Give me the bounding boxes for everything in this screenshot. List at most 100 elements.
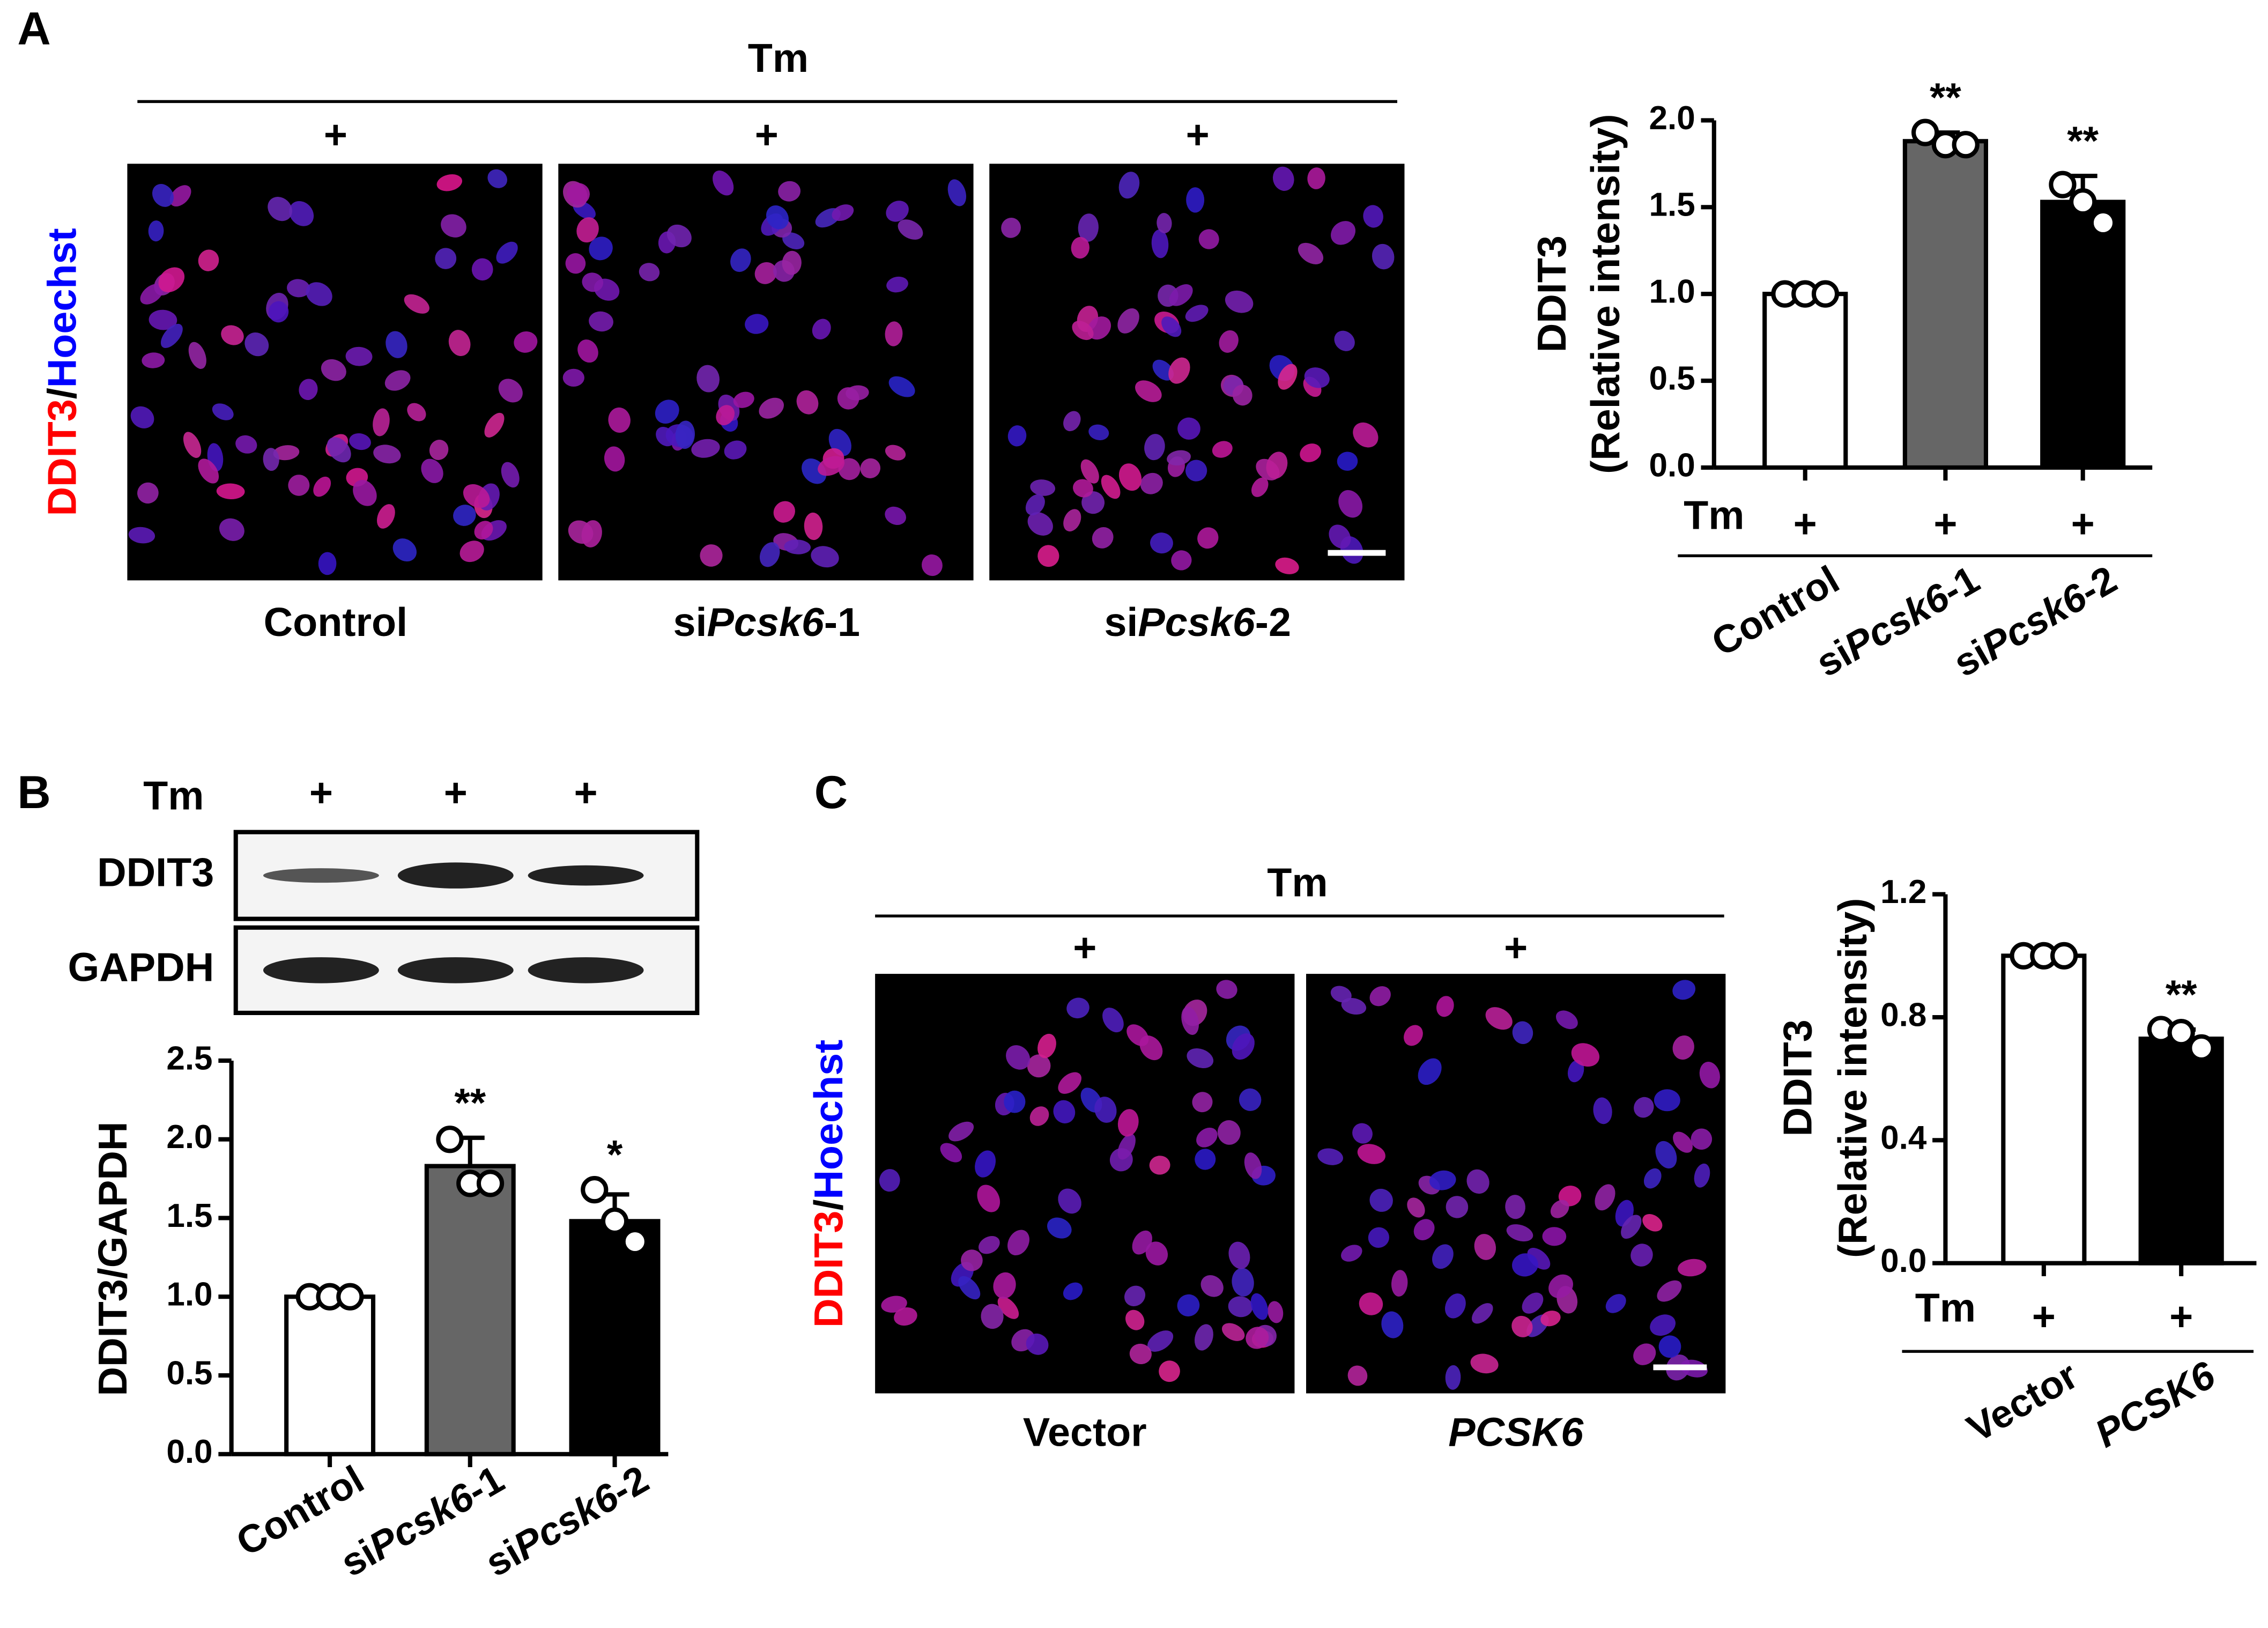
treatment-mark: + xyxy=(444,771,468,816)
stain-part: DDIT3 xyxy=(40,399,85,516)
nucleus xyxy=(1357,1144,1385,1164)
nucleus xyxy=(1102,1008,1124,1033)
nucleus xyxy=(700,544,723,567)
nucleus xyxy=(562,368,584,387)
nucleus xyxy=(1181,1007,1199,1035)
nucleus xyxy=(1219,330,1239,353)
nucleus xyxy=(1432,1244,1454,1269)
nucleus xyxy=(1278,364,1298,390)
treatment-label: Tm xyxy=(1267,860,1328,905)
nucleus xyxy=(318,552,337,575)
nucleus xyxy=(961,1249,983,1271)
nucleus xyxy=(639,263,660,282)
nucleus xyxy=(373,408,390,436)
nucleus xyxy=(993,1272,1016,1299)
nucleus xyxy=(948,1121,974,1142)
nucleus xyxy=(589,236,613,261)
nucleus xyxy=(784,539,811,554)
nucleus xyxy=(1118,172,1140,199)
nucleus xyxy=(299,379,318,401)
nucleus xyxy=(716,405,735,426)
nucleus xyxy=(289,201,314,226)
nucleus xyxy=(1567,1060,1584,1083)
treatment-mark: + xyxy=(324,113,347,158)
nucleus xyxy=(1088,424,1109,440)
y-axis-label: DDIT3/GAPDH xyxy=(91,1122,136,1396)
nucleus xyxy=(288,475,310,496)
data-point xyxy=(476,1170,505,1197)
nucleus xyxy=(811,546,839,568)
nucleus xyxy=(1359,1292,1383,1315)
nucleus xyxy=(1026,1333,1049,1355)
nucleus xyxy=(1338,490,1363,518)
blot-band xyxy=(263,957,379,983)
nucleus xyxy=(1027,1054,1051,1078)
nucleus xyxy=(885,321,903,346)
nucleus xyxy=(1658,1335,1681,1358)
data-point xyxy=(2089,209,2117,237)
nucleus xyxy=(832,204,854,221)
nucleus xyxy=(1195,1149,1216,1170)
nucleus xyxy=(675,420,695,449)
nucleus xyxy=(198,249,219,271)
bar xyxy=(424,1164,516,1456)
nucleus xyxy=(221,325,244,345)
bar xyxy=(2040,199,2126,470)
nucleus xyxy=(273,445,300,461)
nucleus xyxy=(1221,1323,1245,1341)
nucleus xyxy=(1369,1188,1393,1212)
nucleus xyxy=(1200,1275,1224,1297)
nucleus xyxy=(730,248,751,272)
nucleus xyxy=(1004,1090,1026,1113)
nucleus xyxy=(922,554,943,576)
treatment-mark: + xyxy=(1504,926,1528,971)
nucleus xyxy=(1216,980,1237,999)
nucleus xyxy=(1672,1035,1694,1060)
nucleus xyxy=(160,323,183,349)
nucleus xyxy=(1063,1282,1083,1300)
image-caption: siPcsk6-2 xyxy=(1104,600,1291,645)
nucleus xyxy=(1368,1227,1389,1248)
blot-band xyxy=(528,957,644,983)
nucleus xyxy=(1633,1343,1656,1365)
nucleus xyxy=(1140,472,1163,494)
nucleus xyxy=(782,232,805,249)
nucleus xyxy=(1643,1168,1662,1189)
nucleus xyxy=(1063,509,1081,532)
nucleus xyxy=(1266,452,1288,479)
significance: * xyxy=(607,1133,623,1178)
treatment-mark: + xyxy=(309,771,333,816)
data-point xyxy=(2188,1034,2215,1062)
nucleus xyxy=(1605,1294,1626,1313)
nucleus xyxy=(384,370,411,391)
nucleus xyxy=(881,1296,907,1313)
y-tick-label: 0.4 xyxy=(1880,1120,1927,1157)
data-point xyxy=(436,1126,464,1153)
nucleus xyxy=(1337,452,1358,471)
nucleus xyxy=(1381,1311,1404,1338)
nucleus xyxy=(1446,1196,1469,1218)
data-point xyxy=(1811,280,1840,308)
nucleus xyxy=(1334,330,1355,351)
nucleus xyxy=(846,385,869,401)
nucleus xyxy=(1300,443,1321,462)
stain-part: Hoechst xyxy=(806,1040,851,1200)
data-point xyxy=(1952,131,1980,159)
data-point xyxy=(336,1283,364,1311)
nucleus xyxy=(268,301,289,323)
nucleus xyxy=(666,224,692,248)
nucleus xyxy=(373,445,401,464)
y-tick-label: 2.0 xyxy=(1649,100,1695,137)
nucleus xyxy=(567,183,590,205)
blot-band xyxy=(397,957,514,983)
y-tick-label: 2.5 xyxy=(166,1040,212,1077)
nucleus xyxy=(782,250,802,275)
data-point xyxy=(601,1207,629,1235)
nucleus xyxy=(754,262,777,284)
nucleus xyxy=(484,412,505,438)
nucleus xyxy=(1540,1311,1561,1327)
treatment-mark: + xyxy=(1793,501,1817,546)
nucleus xyxy=(353,480,377,506)
micrograph xyxy=(875,974,1295,1394)
nucleus xyxy=(773,501,795,523)
